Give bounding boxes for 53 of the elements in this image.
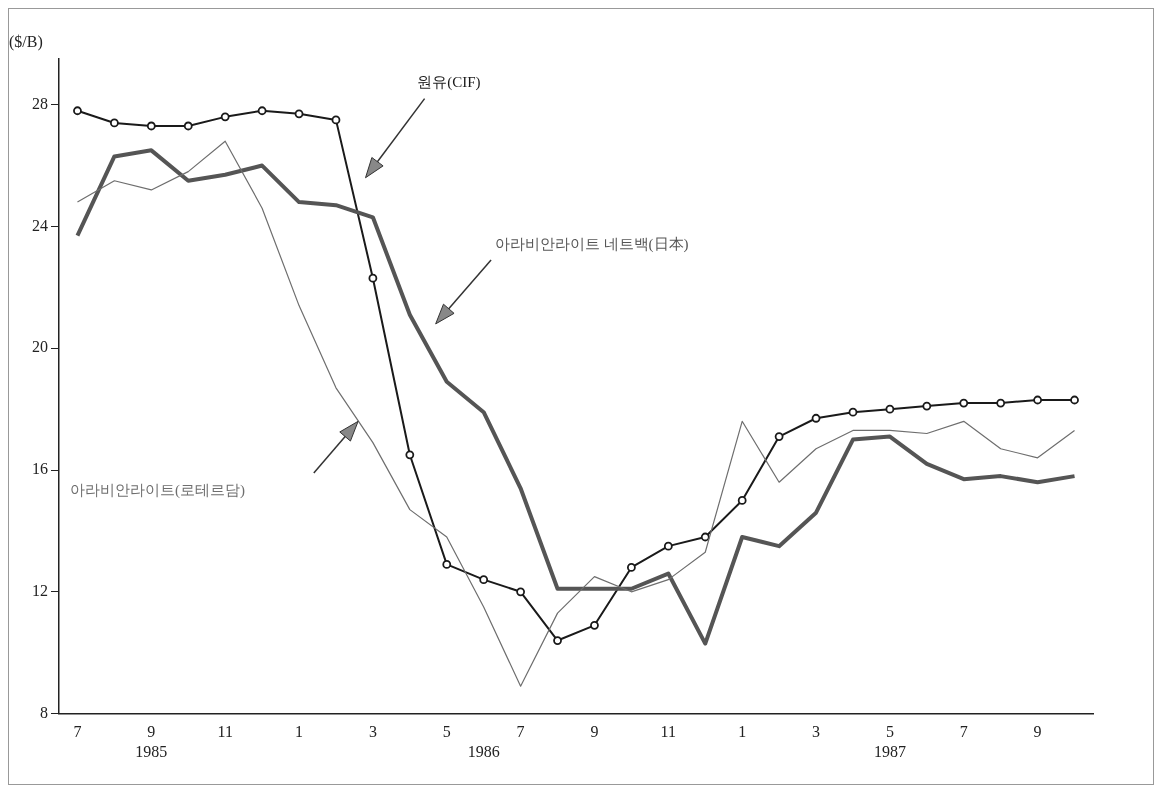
y-tick-label: 24 [32,216,48,234]
point [405,450,415,460]
y-axis-title: ($/B) [9,33,43,52]
x-tick-label: 1 [738,723,747,741]
point [737,496,747,505]
x-tick-label: 11 [660,723,677,741]
point [1070,395,1079,405]
text: 아라비안라이트(로테르담) [70,482,246,500]
y-tick-label: 20 [32,338,48,356]
y-tick-label: 28 [32,94,48,112]
point [479,575,489,585]
point [663,541,673,551]
x-tick-label: 7 [959,723,968,741]
point [590,620,599,630]
point [774,432,784,441]
x-tick-label: 7 [516,723,525,741]
point [331,115,341,125]
x-tick-label: 5 1987 [873,723,906,760]
x-tick-label: 9 [1033,723,1042,741]
point [220,112,230,122]
x-tick-label: 3 [368,723,377,741]
y-tick-label: 16 [32,460,48,478]
point [257,106,267,116]
point [811,413,821,423]
x-tick-label: 1986 [467,742,500,760]
point [516,587,526,597]
x-tick-label: 5 [442,723,451,741]
point [848,407,858,417]
point [442,560,452,569]
point [109,118,119,128]
point [146,121,156,131]
x-tick-label: 3 [812,723,821,741]
text: 원유(CIF) [417,74,481,92]
point [885,404,895,414]
y-tick-label: 12 [32,582,48,600]
point [922,401,932,411]
point [73,106,82,116]
point [996,398,1006,408]
point [626,563,636,572]
x-tick-label: 11 [217,723,233,741]
point [553,636,562,645]
point [1033,395,1043,405]
point [700,532,710,542]
x-tick-label: 9 1985 [135,723,168,760]
x-tick-label: 9 [590,723,599,741]
point [183,121,193,131]
x-tick-label: 7 [73,723,82,741]
y-tick-label: 8 [40,703,48,721]
text: 아라비안라이트 네트백(日本) [494,235,689,253]
x-tick-label: 1 [295,723,304,741]
point [959,398,969,408]
point [294,109,304,119]
point [368,273,378,283]
